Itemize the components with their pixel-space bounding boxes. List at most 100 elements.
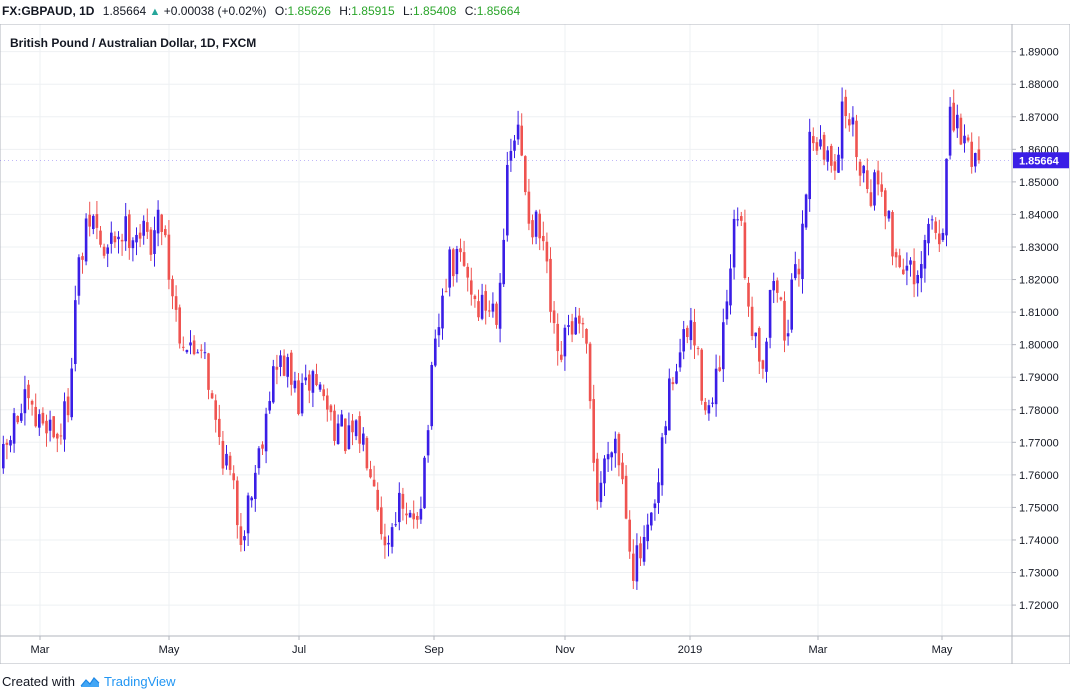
- candle-body: [401, 493, 405, 509]
- candle: [473, 294, 477, 308]
- candle: [556, 313, 559, 366]
- price-axis[interactable]: 1.72000 1.73000 1.74000 1.75000 1.76000 1.770…: [1012, 47, 1059, 612]
- candle-body: [581, 323, 585, 325]
- open-value: 1.85626: [287, 4, 331, 18]
- candle-body: [448, 249, 451, 288]
- candle-body: [621, 462, 624, 480]
- candle-body: [923, 240, 927, 269]
- footer-credit[interactable]: Created with TradingView: [2, 673, 176, 690]
- candle: [560, 341, 563, 363]
- candle: [372, 465, 376, 487]
- candle-body: [149, 229, 153, 255]
- candle-body: [293, 380, 297, 389]
- candle: [45, 414, 48, 447]
- candle-body: [369, 469, 372, 478]
- candle: [650, 512, 653, 531]
- candle: [27, 380, 30, 410]
- candle: [552, 301, 556, 334]
- candle-body: [488, 310, 491, 312]
- candle-body: [840, 101, 844, 159]
- candle: [758, 326, 761, 375]
- candle-body: [56, 433, 59, 439]
- candle-body: [610, 452, 613, 458]
- symbol-name[interactable]: FX:GBPAUD, 1D: [2, 4, 95, 18]
- candle-body: [390, 527, 394, 547]
- candle-body: [794, 264, 797, 279]
- open-label: O:: [274, 4, 288, 18]
- candle-body: [189, 342, 192, 346]
- candle: [628, 510, 631, 559]
- candle: [394, 512, 397, 527]
- candle: [178, 304, 181, 349]
- candle-body: [12, 413, 16, 444]
- candle: [423, 455, 426, 509]
- time-axis[interactable]: Mar May Jul Sep Nov 2019 Mar May: [31, 636, 953, 656]
- candle-body: [682, 329, 685, 352]
- price-chart[interactable]: 1.72000 1.73000 1.74000 1.75000 1.76000 1.770…: [0, 24, 1070, 664]
- candle-body: [912, 260, 916, 285]
- candle: [59, 423, 63, 445]
- candle: [9, 435, 12, 453]
- candle-body: [48, 419, 52, 431]
- candle: [873, 169, 876, 211]
- candle-body: [725, 301, 729, 320]
- candle: [938, 219, 941, 253]
- candle-body: [668, 378, 671, 431]
- candle-body: [221, 440, 225, 469]
- candle: [509, 138, 513, 172]
- candle-body: [171, 278, 174, 297]
- candle-body: [441, 295, 444, 329]
- candle: [880, 172, 883, 197]
- candle: [398, 482, 401, 531]
- tradingview-logo-icon: [80, 676, 100, 687]
- candle: [185, 349, 189, 354]
- candle-body: [156, 209, 160, 234]
- candle: [668, 368, 671, 431]
- candle: [855, 114, 858, 171]
- candle: [948, 97, 952, 160]
- last-price: 1.85664: [102, 4, 147, 18]
- candle-body: [272, 366, 275, 403]
- y-tick-label: 1.87000: [1019, 112, 1059, 124]
- candle-body: [315, 374, 318, 386]
- candle: [963, 124, 966, 153]
- candle-body: [585, 328, 588, 344]
- candle: [830, 143, 833, 173]
- candle: [534, 209, 538, 245]
- candle-body: [758, 327, 761, 362]
- candle-body: [135, 234, 138, 243]
- candle: [333, 404, 336, 446]
- candle-body: [740, 216, 743, 221]
- candle: [754, 332, 757, 348]
- candle-body: [772, 281, 775, 291]
- candle: [412, 500, 415, 529]
- candle: [77, 254, 81, 305]
- candle: [819, 125, 822, 150]
- candle: [322, 384, 325, 401]
- candle-body: [790, 279, 793, 330]
- candle-body: [768, 290, 772, 338]
- candle: [696, 346, 700, 356]
- candle-body: [5, 442, 9, 445]
- candle: [786, 319, 790, 346]
- candle: [376, 482, 379, 512]
- candle: [603, 455, 606, 496]
- candle: [876, 160, 880, 196]
- candle: [927, 218, 930, 256]
- candle: [329, 404, 333, 421]
- candle-body: [498, 282, 502, 329]
- candle: [592, 384, 595, 472]
- candle: [232, 465, 235, 490]
- candle: [218, 404, 221, 445]
- candle: [459, 238, 462, 262]
- candle-body: [542, 235, 545, 242]
- candle-body: [707, 405, 711, 414]
- x-tick-label: 2019: [678, 644, 702, 656]
- candle: [470, 267, 473, 306]
- candle-body: [380, 507, 383, 535]
- candle: [52, 416, 55, 439]
- candle: [869, 179, 873, 208]
- candle-body: [333, 410, 336, 441]
- candle-body: [34, 406, 37, 427]
- candle-body: [491, 303, 495, 312]
